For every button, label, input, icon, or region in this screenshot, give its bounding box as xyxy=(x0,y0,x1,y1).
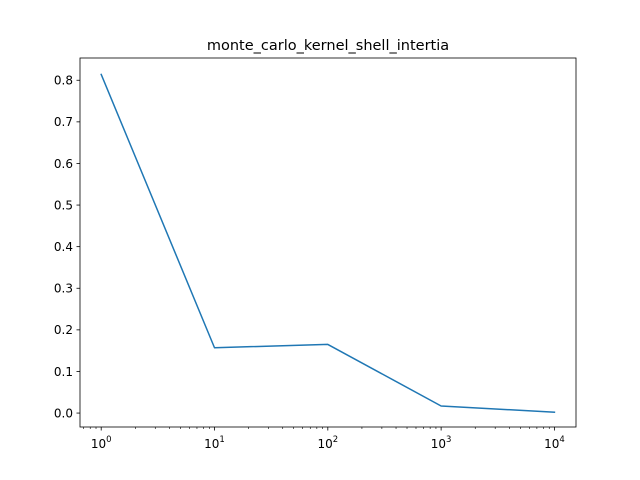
y-tick-label: 0.3 xyxy=(54,282,73,296)
y-tick-label: 0.5 xyxy=(54,198,73,212)
y-tick-label: 0.2 xyxy=(54,323,73,337)
y-tick-label: 0.0 xyxy=(54,406,73,420)
axes-frame xyxy=(79,57,577,428)
y-tick-label: 0.8 xyxy=(54,74,73,88)
series-line xyxy=(100,73,556,414)
x-tick-label: 103 xyxy=(431,435,452,451)
x-tick-label: 104 xyxy=(544,435,565,451)
x-axis: 100 101 102 103 104 xyxy=(83,427,565,451)
y-axis: 0.0 0.1 0.2 0.3 0.4 0.5 0.6 0.7 0.8 xyxy=(54,74,80,420)
x-tick-label: 100 xyxy=(91,435,112,451)
x-tick-label: 102 xyxy=(317,435,338,451)
x-tick-label: 101 xyxy=(204,435,225,451)
y-tick-label: 0.7 xyxy=(54,115,73,129)
plot-area xyxy=(100,73,556,414)
y-tick-label: 0.6 xyxy=(54,157,73,171)
y-tick-label: 0.4 xyxy=(54,240,73,254)
y-tick-label: 0.1 xyxy=(54,365,73,379)
chart-title: monte_carlo_kernel_shell_intertia xyxy=(207,38,449,54)
